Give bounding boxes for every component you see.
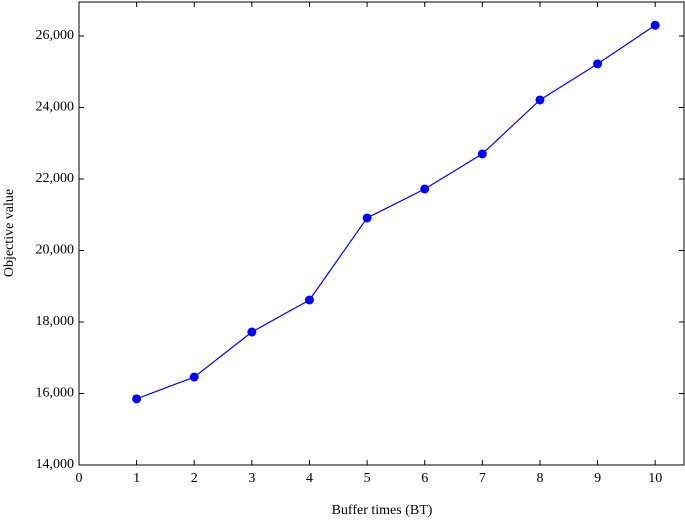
data-point [362,213,372,223]
y-tick-label: 18,000 [36,314,75,329]
y-tick-label: 20,000 [36,243,75,258]
x-axis-label: Buffer times (BT) [332,503,433,518]
x-tick-label: 8 [536,471,543,486]
data-point [304,295,314,305]
data-point [420,184,430,194]
x-tick-label: 5 [364,471,371,486]
data-point [477,149,487,159]
data-point [247,327,257,337]
y-tick-label: 16,000 [36,386,75,401]
plot-frame [78,1,685,466]
data-point [535,95,545,105]
x-tick-label: 4 [306,471,313,486]
data-point [650,20,660,30]
x-tick-label: 7 [479,471,486,486]
y-tick-label: 26,000 [36,28,75,43]
data-point [132,394,142,404]
x-tick-label: 1 [133,471,140,486]
data-point [189,372,199,382]
x-tick-label: 10 [648,471,662,486]
y-axis-label: Objective value [2,189,17,277]
y-tick-label: 14,000 [36,457,75,472]
x-tick-label: 3 [248,471,255,486]
x-tick-label: 0 [76,471,83,486]
y-tick-label: 24,000 [36,100,75,115]
x-tick-label: 6 [421,471,428,486]
y-tick-label: 22,000 [36,171,75,186]
x-tick-label: 9 [594,471,601,486]
series-line [136,24,656,400]
data-point [593,59,603,69]
x-tick-label: 2 [191,471,198,486]
